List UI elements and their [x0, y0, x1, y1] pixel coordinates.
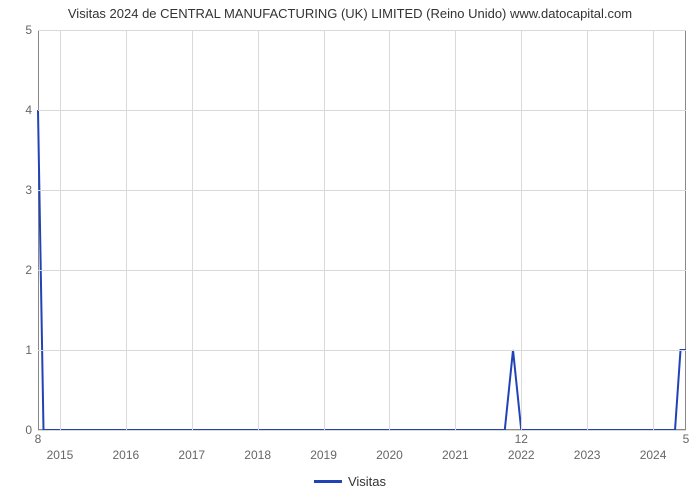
y-tick-label: 3 — [25, 183, 32, 197]
chart-container: { "chart": { "type": "line", "title": "V… — [0, 0, 700, 500]
x-tick-label: 2019 — [310, 448, 337, 462]
x-tick-label: 2018 — [244, 448, 271, 462]
y-tick-label: 5 — [25, 23, 32, 37]
legend: Visitas — [314, 474, 386, 489]
grid-line-v — [192, 30, 193, 430]
y-tick-label: 0 — [25, 423, 32, 437]
grid-line-v — [521, 30, 522, 430]
grid-line-v — [653, 30, 654, 430]
chart-title: Visitas 2024 de CENTRAL MANUFACTURING (U… — [0, 6, 700, 21]
x-tick-label: 2015 — [47, 448, 74, 462]
x-tick-secondary-label: 12 — [515, 432, 528, 446]
x-tick-label: 2017 — [178, 448, 205, 462]
line-series — [38, 30, 686, 430]
grid-line-v — [126, 30, 127, 430]
x-tick-label: 2016 — [113, 448, 140, 462]
x-tick-label: 2020 — [376, 448, 403, 462]
y-tick-label: 4 — [25, 103, 32, 117]
x-tick-label: 2024 — [640, 448, 667, 462]
grid-line-h — [38, 430, 686, 431]
grid-line-v — [587, 30, 588, 430]
grid-line-h — [38, 30, 686, 31]
axis-border — [38, 30, 686, 430]
grid-line-v — [389, 30, 390, 430]
grid-line-v — [258, 30, 259, 430]
legend-label: Visitas — [348, 474, 386, 489]
y-tick-label: 2 — [25, 263, 32, 277]
grid-line-h — [38, 190, 686, 191]
legend-swatch — [314, 480, 342, 483]
grid-line-v — [324, 30, 325, 430]
grid-line-h — [38, 110, 686, 111]
x-tick-secondary-label: 8 — [35, 432, 42, 446]
grid-line-h — [38, 350, 686, 351]
y-tick-label: 1 — [25, 343, 32, 357]
grid-line-v — [455, 30, 456, 430]
x-tick-label: 2023 — [574, 448, 601, 462]
grid-line-h — [38, 270, 686, 271]
grid-line-v — [60, 30, 61, 430]
x-tick-label: 2021 — [442, 448, 469, 462]
plot-area: 0123452015201620172018201920202021202220… — [38, 30, 686, 430]
x-tick-secondary-label: 5 — [683, 432, 690, 446]
x-tick-label: 2022 — [508, 448, 535, 462]
